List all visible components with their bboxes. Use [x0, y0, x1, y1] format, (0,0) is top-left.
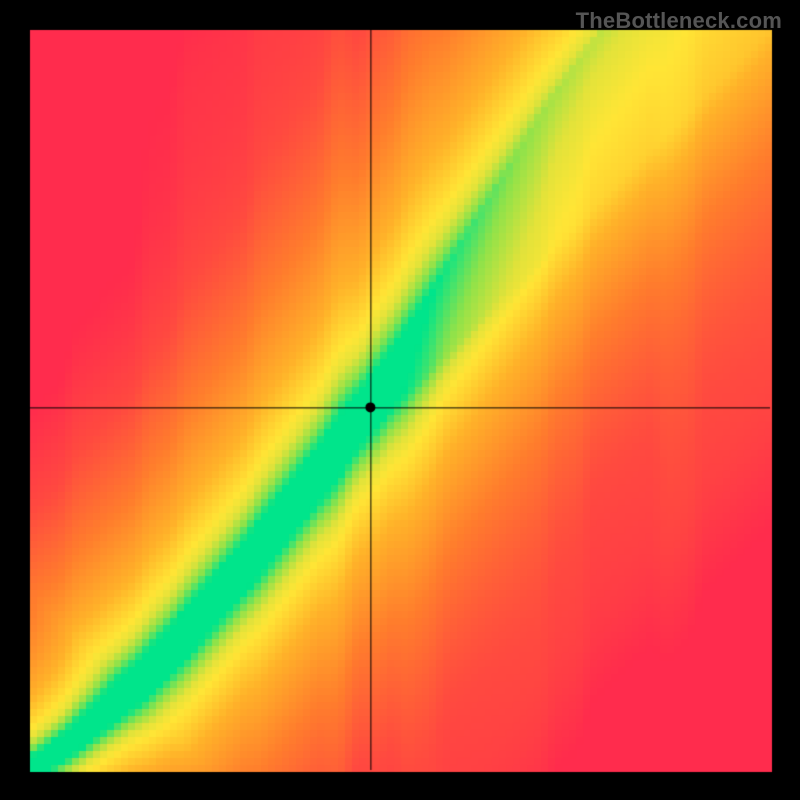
chart-container: { "watermark": { "text": "TheBottleneck.…	[0, 0, 800, 800]
bottleneck-heatmap	[0, 0, 800, 800]
watermark-text: TheBottleneck.com	[576, 8, 782, 34]
